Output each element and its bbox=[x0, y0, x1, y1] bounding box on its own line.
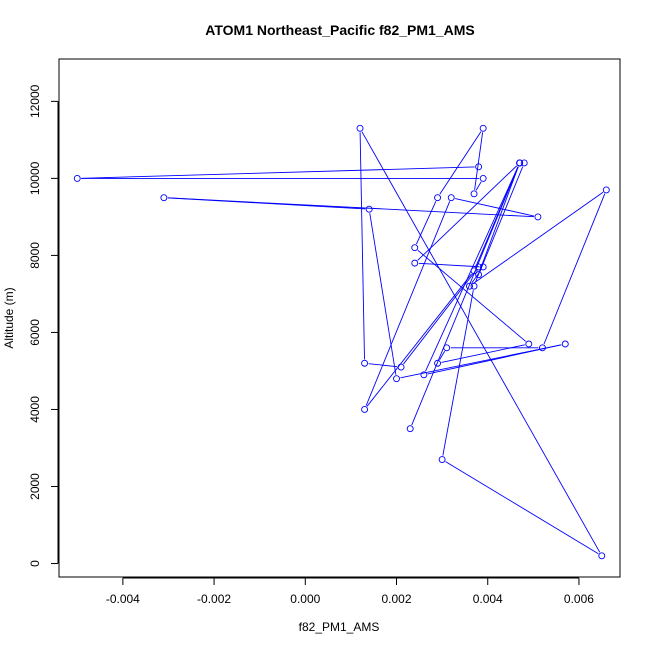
y-tick-label: 6000 bbox=[28, 319, 42, 346]
data-point bbox=[361, 359, 369, 367]
data-point bbox=[520, 159, 528, 167]
series-segment bbox=[411, 166, 519, 426]
data-point bbox=[466, 282, 473, 290]
series-segment bbox=[418, 262, 480, 268]
data-point bbox=[411, 244, 419, 252]
x-tick-label: 0.004 bbox=[473, 592, 503, 606]
data-point bbox=[475, 163, 483, 171]
series-segment bbox=[361, 131, 601, 553]
data-point bbox=[534, 213, 542, 221]
x-axis: -0.004 -0.002 0.000 0.002 0.004 0.006 bbox=[106, 577, 594, 606]
x-tick-label: 0.006 bbox=[564, 592, 594, 606]
data-point bbox=[393, 375, 400, 383]
plot-frame bbox=[58, 58, 621, 578]
series-segment bbox=[400, 344, 562, 379]
data-point bbox=[365, 205, 373, 213]
series-segment bbox=[416, 201, 437, 245]
x-tick-label: 0.002 bbox=[381, 592, 411, 606]
series-segment bbox=[475, 166, 519, 283]
x-tick-label: -0.004 bbox=[106, 592, 140, 606]
series-segment bbox=[543, 193, 606, 345]
x-tick-label: 0.000 bbox=[290, 592, 320, 606]
series-segment bbox=[439, 351, 446, 361]
series-segment bbox=[439, 131, 482, 195]
data-point bbox=[470, 190, 478, 198]
series-segment bbox=[475, 181, 482, 191]
data-point bbox=[475, 271, 483, 279]
data-point bbox=[561, 340, 569, 348]
series-segment bbox=[445, 461, 599, 555]
data-point bbox=[598, 552, 606, 560]
data-series bbox=[73, 124, 610, 560]
x-tick-label: -0.002 bbox=[197, 592, 231, 606]
series-segment bbox=[479, 166, 524, 272]
y-tick-label: 2000 bbox=[28, 473, 42, 500]
data-point bbox=[470, 282, 478, 290]
series-segment bbox=[369, 213, 397, 375]
data-point bbox=[479, 174, 487, 182]
series-segment bbox=[366, 273, 472, 407]
x-axis-label: f82_PM1_AMS bbox=[299, 620, 380, 634]
series-segment bbox=[359, 132, 365, 360]
data-point bbox=[447, 194, 455, 202]
data-point bbox=[443, 344, 451, 352]
series-segment bbox=[167, 197, 534, 218]
chart-title: ATOM1 Northeast_Pacific f82_PM1_AMS bbox=[205, 22, 474, 38]
data-point bbox=[539, 344, 546, 352]
data-point bbox=[479, 263, 487, 271]
series-segment bbox=[417, 249, 527, 342]
y-tick-label: 0 bbox=[28, 560, 42, 567]
data-point bbox=[411, 259, 419, 267]
series-segment bbox=[472, 191, 604, 285]
series-segment bbox=[81, 166, 475, 179]
series-segment bbox=[365, 201, 451, 406]
y-axis-label: Altitude (m) bbox=[2, 287, 16, 348]
data-point bbox=[420, 371, 428, 379]
y-tick-label: 4000 bbox=[28, 396, 42, 423]
y-axis: 0 2000 4000 6000 8000 10000 12000 bbox=[28, 84, 59, 567]
data-point bbox=[516, 159, 524, 167]
series-segment bbox=[474, 132, 484, 190]
y-tick-label: 8000 bbox=[28, 242, 42, 269]
data-point bbox=[73, 174, 81, 182]
y-tick-label: 12000 bbox=[28, 84, 42, 118]
y-tick-label: 10000 bbox=[28, 161, 42, 195]
series-segment bbox=[455, 198, 535, 217]
data-point bbox=[438, 456, 446, 463]
series-segment bbox=[442, 290, 474, 456]
data-point bbox=[602, 186, 610, 194]
data-point bbox=[361, 406, 369, 413]
data-point bbox=[525, 340, 533, 348]
data-point bbox=[475, 263, 483, 271]
data-point bbox=[479, 124, 487, 132]
data-point bbox=[160, 194, 168, 202]
data-point bbox=[434, 194, 442, 202]
data-point bbox=[356, 124, 364, 132]
data-point bbox=[397, 363, 405, 371]
data-point bbox=[434, 359, 442, 367]
data-point bbox=[470, 267, 478, 275]
data-point bbox=[406, 425, 414, 433]
